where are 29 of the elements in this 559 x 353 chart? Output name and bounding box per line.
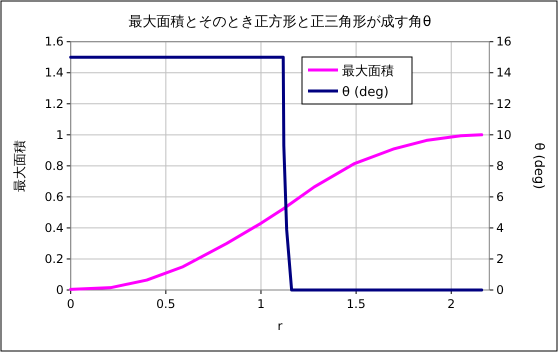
y-tick-label: 0.8	[44, 158, 64, 173]
x-tick-label: 0.5	[156, 297, 176, 311]
y-tick-label: 1.2	[44, 96, 64, 111]
legend-label: θ (deg)	[342, 85, 389, 100]
y2-tick-label: 14	[496, 66, 512, 80]
y-tick-label: 0.2	[44, 252, 64, 266]
y2-tick-label: 8	[496, 158, 504, 173]
y-tick-label: 1	[56, 128, 64, 142]
x-tick-label: 2	[447, 297, 456, 311]
y-tick-label: 0	[56, 283, 64, 297]
x-axis-title: r	[278, 319, 283, 333]
y2-tick-label: 16	[496, 34, 512, 49]
y-tick-label: 0.4	[44, 220, 64, 235]
y-axis-title: 最大面積	[13, 140, 28, 192]
y-tick-label: 1.4	[44, 66, 64, 80]
y2-tick-label: 2	[496, 252, 504, 266]
chart-title: 最大面積とそのとき正方形と正三角形が成す角θ	[128, 14, 432, 30]
x-tick-label: 1	[257, 297, 265, 311]
x-tick-label: 0	[66, 297, 75, 311]
y2-tick-label: 0	[496, 283, 504, 297]
y2-axis-title: θ (deg)	[531, 142, 546, 190]
legend-label: 最大面積	[342, 64, 394, 79]
y2-tick-label: 10	[496, 128, 512, 142]
y2-tick-label: 12	[496, 96, 512, 111]
y-tick-label: 1.6	[44, 34, 64, 49]
y2-tick-label: 6	[496, 190, 504, 204]
x-tick-label: 1.5	[346, 297, 366, 311]
y-tick-label: 0.6	[44, 190, 64, 204]
y2-tick-label: 4	[496, 220, 504, 235]
